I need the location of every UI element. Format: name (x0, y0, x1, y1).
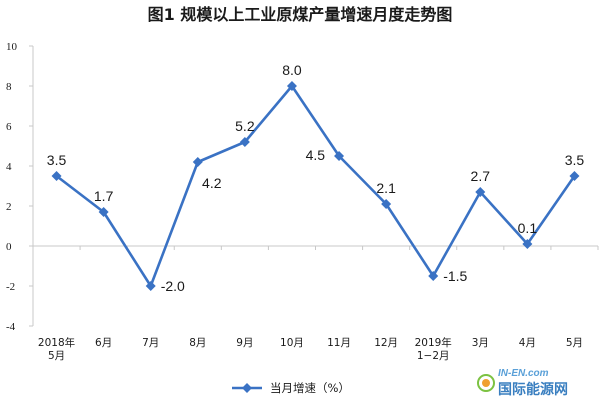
x-tick-label: 9月 (236, 337, 253, 349)
series-layer (51, 81, 580, 291)
data-point (51, 171, 62, 181)
data-label: -2.0 (161, 278, 185, 294)
y-tick-label: 4 (6, 161, 12, 173)
x-tick-label: 8月 (189, 337, 206, 349)
x-tick-label: 2018年 5月 (38, 336, 75, 362)
logo-sun-icon (482, 379, 490, 387)
diamond-icon (242, 383, 252, 393)
x-axis: 2018年 5月 6月 7月 8月 9月 10月 11月 12月 2019年 1−2月 3月 4月 5月 (32, 245, 599, 362)
data-label: 4.5 (306, 147, 326, 163)
data-point (475, 187, 486, 197)
y-tick-label: 0 (6, 241, 12, 253)
data-point (522, 239, 533, 249)
x-tick-label: 3月 (472, 337, 489, 349)
data-label: 2.7 (471, 168, 491, 184)
x-tick-label: 5月 (566, 337, 583, 349)
data-point (98, 207, 109, 217)
data-label: 2.1 (376, 180, 396, 196)
data-point (381, 199, 392, 209)
data-point (569, 171, 580, 181)
data-point (192, 157, 203, 167)
data-point (239, 137, 250, 147)
y-tick-label: 8 (6, 81, 12, 93)
x-tick-label: 2019年 1−2月 (415, 336, 452, 362)
x-tick-label: 12月 (374, 337, 398, 349)
data-labels: 3.5 1.7 -2.0 4.2 5.2 8.0 4.5 2.1 -1.5 2.7 0.1 3.5 (47, 62, 585, 294)
data-point (286, 81, 297, 91)
y-axis: -4 -2 0 2 4 6 8 10 (6, 41, 34, 333)
y-tick-label: 10 (6, 41, 18, 53)
legend: 当月增速（%） (232, 381, 350, 395)
x-tick-label: 6月 (95, 337, 112, 349)
legend-label: 当月增速（%） (270, 381, 350, 395)
data-point (428, 271, 439, 281)
data-label: 0.1 (518, 220, 538, 236)
y-tick-label: -4 (6, 321, 16, 333)
y-tick-label: -2 (6, 281, 15, 293)
data-point (145, 281, 156, 291)
y-tick-label: 6 (6, 121, 12, 133)
data-label: 1.7 (94, 188, 114, 204)
x-tick-label: 4月 (519, 337, 536, 349)
data-label: 3.5 (47, 152, 67, 168)
data-label: -1.5 (443, 268, 467, 284)
x-tick-label: 10月 (280, 337, 304, 349)
series-line (55, 84, 576, 288)
logo-ring-icon (477, 374, 495, 392)
logo-bottom-text: 国际能源网 (498, 381, 568, 398)
x-tick-label: 11月 (327, 337, 351, 349)
data-label: 8.0 (282, 62, 302, 78)
data-point (334, 151, 345, 161)
y-tick-label: 2 (6, 201, 12, 213)
data-label: 4.2 (202, 175, 222, 191)
watermark-logo: IN-EN.com 国际能源网 (477, 368, 568, 398)
data-label: 5.2 (235, 118, 255, 134)
x-tick-label: 7月 (142, 337, 159, 349)
logo-top-text: IN-EN.com (498, 368, 549, 379)
data-label: 3.5 (565, 152, 585, 168)
chart-title: 图1 规模以上工业原煤产量增速月度走势图 (148, 5, 453, 24)
